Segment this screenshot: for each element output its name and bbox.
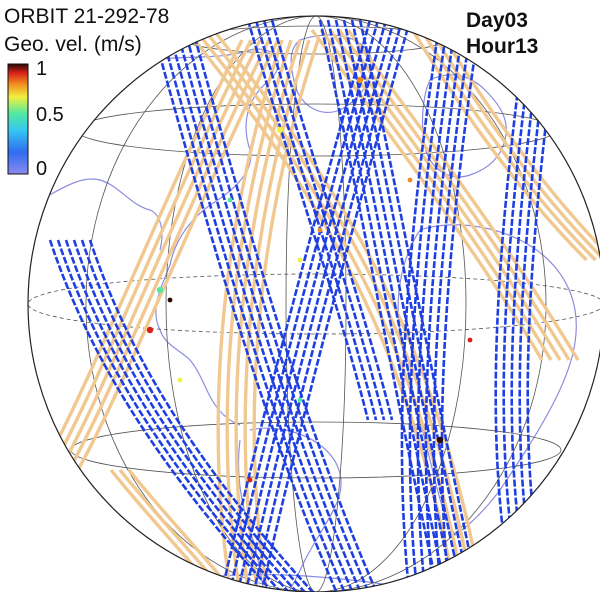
- velocity-highlight: [357, 77, 363, 83]
- velocity-highlight: [298, 398, 303, 403]
- colorbar-label: Geo. vel. (m/s): [4, 32, 142, 58]
- velocity-highlight: [468, 338, 473, 343]
- velocity-highlight: [157, 287, 163, 293]
- velocity-highlight: [147, 327, 153, 333]
- orbit-title: ORBIT 21-292-78: [4, 4, 169, 30]
- colorbar-tick-min: 0: [36, 158, 47, 181]
- colorbar: [8, 64, 28, 174]
- velocity-highlight: [437, 437, 443, 443]
- hour-label: Hour13: [466, 34, 538, 60]
- velocity-highlight: [318, 228, 323, 233]
- velocity-highlight: [168, 298, 173, 303]
- day-label: Day03: [466, 8, 528, 34]
- velocity-highlight: [277, 127, 283, 133]
- velocity-highlight: [248, 478, 253, 483]
- velocity-highlight: [408, 178, 413, 183]
- velocity-highlight: [178, 378, 183, 383]
- velocity-highlight: [228, 198, 233, 203]
- colorbar-tick-mid: 0.5: [36, 104, 64, 127]
- velocity-highlight: [298, 258, 303, 263]
- colorbar-tick-max: 1: [36, 58, 47, 81]
